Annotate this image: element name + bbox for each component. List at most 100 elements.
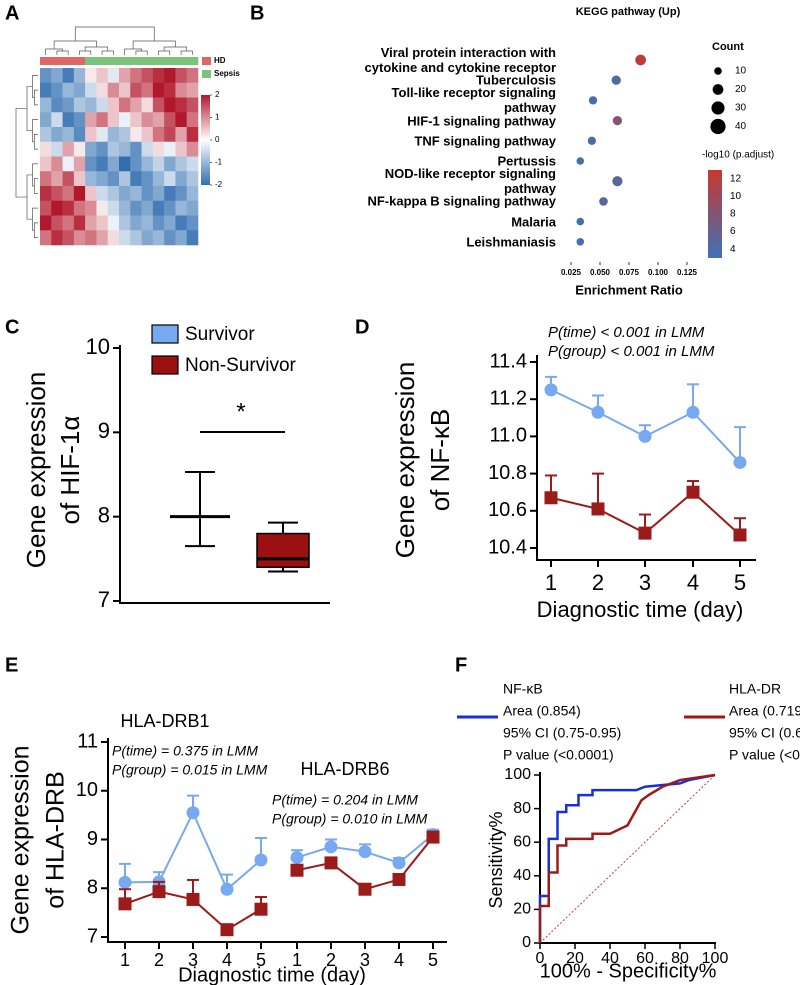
y-tick-label: 10.6 bbox=[488, 499, 527, 521]
heatmap-cell bbox=[164, 97, 176, 113]
x-tick-label: 60 bbox=[636, 950, 654, 967]
heatmap-cell bbox=[51, 68, 63, 84]
y-axis-title: of HLA-DRB bbox=[42, 771, 70, 909]
color-legend-title: -log10 (p.adjust) bbox=[702, 150, 774, 161]
category-label: NOD-like receptor signaling pathway bbox=[384, 166, 556, 197]
heatmap-cell bbox=[186, 127, 199, 143]
dendrogram bbox=[32, 163, 38, 187]
heatmap-cell bbox=[51, 171, 63, 187]
colorbar-label: 0 bbox=[215, 135, 220, 144]
heatmap-cell bbox=[51, 82, 63, 98]
heatmap-cell bbox=[175, 200, 188, 216]
x-axis-title: Enrichment Ratio bbox=[575, 282, 683, 297]
heatmap-cell bbox=[119, 215, 131, 231]
marker bbox=[392, 856, 406, 870]
heatmap-cell bbox=[119, 230, 131, 246]
heatmap-cell bbox=[96, 215, 109, 231]
heatmap-cell bbox=[62, 97, 75, 113]
heatmap-cell bbox=[51, 186, 63, 202]
heatmap-cell bbox=[73, 215, 86, 231]
heatmap-cell bbox=[164, 156, 176, 172]
heatmap-cell bbox=[107, 200, 120, 216]
x-tick-label: 2 bbox=[326, 950, 336, 970]
legend-label: NF-κB bbox=[503, 681, 543, 697]
x-tick-label: 4 bbox=[394, 950, 404, 970]
heatmap-cell bbox=[62, 186, 75, 202]
dendrogram bbox=[15, 108, 27, 198]
heatmap-cell bbox=[119, 97, 131, 113]
heatmap-cell bbox=[107, 156, 120, 172]
heatmap-cell bbox=[85, 156, 97, 172]
x-tick-label: 5 bbox=[428, 950, 438, 970]
heatmap-cell bbox=[62, 200, 75, 216]
heatmap-cell bbox=[175, 156, 188, 172]
heatmap-cell bbox=[73, 186, 86, 202]
heatmap-cell bbox=[152, 97, 165, 113]
x-tick-label: 2 bbox=[592, 570, 604, 595]
category-label: HIF-1 signaling pathway bbox=[407, 113, 556, 129]
heatmap-cell bbox=[141, 127, 154, 143]
heatmap-cell bbox=[73, 200, 86, 216]
heatmap-cell bbox=[62, 171, 75, 187]
heatmap-cell bbox=[51, 215, 63, 231]
y-tick-label: 11 bbox=[77, 730, 98, 752]
colorbar-label: 1 bbox=[215, 113, 220, 122]
heatmap-cell bbox=[96, 156, 109, 172]
heatmap-cell bbox=[130, 171, 142, 187]
heatmap-cell bbox=[141, 156, 154, 172]
colorbar-label: 6 bbox=[730, 226, 736, 237]
heatmap-cell bbox=[51, 230, 63, 246]
legend-label: Sepsis bbox=[214, 69, 240, 78]
marker bbox=[591, 502, 605, 516]
heatmap-cell bbox=[130, 82, 142, 98]
dendrogram bbox=[45, 48, 63, 55]
legend-swatch bbox=[202, 57, 211, 65]
x-axis-title: Diagnostic time (day) bbox=[537, 597, 744, 622]
colorbar-label: 8 bbox=[730, 209, 736, 220]
heatmap-cell bbox=[164, 171, 176, 187]
x-tick-label: 3 bbox=[639, 570, 651, 595]
heatmap-cell bbox=[62, 215, 75, 231]
annotation: P(group) = 0.010 in LMM bbox=[272, 811, 428, 827]
heatmap-cell bbox=[164, 68, 176, 84]
heatmap-cell bbox=[107, 186, 120, 202]
panel-label: D bbox=[355, 316, 369, 338]
heatmap-cell bbox=[186, 82, 199, 98]
heatmap-cell bbox=[73, 171, 86, 187]
marker bbox=[186, 806, 200, 820]
heatmap-cell bbox=[186, 156, 199, 172]
heatmap-cell bbox=[107, 68, 120, 84]
heatmap-cell bbox=[96, 127, 109, 143]
heatmap-cell bbox=[107, 127, 120, 143]
significance-label: * bbox=[236, 398, 245, 425]
heatmap-cell bbox=[186, 141, 199, 157]
panel-label: A bbox=[5, 2, 19, 24]
x-tick-label: 20 bbox=[566, 950, 584, 967]
size-legend-dot bbox=[712, 84, 724, 95]
dendrogram bbox=[132, 40, 176, 49]
heatmap-cell bbox=[40, 97, 52, 113]
heatmap-cell bbox=[40, 171, 52, 187]
dendrogram bbox=[33, 134, 38, 150]
heatmap-cell bbox=[73, 156, 86, 172]
heatmap-cell bbox=[40, 186, 52, 202]
size-legend-label: 10 bbox=[735, 66, 747, 77]
heatmap-cell bbox=[40, 82, 52, 98]
dendrogram bbox=[135, 50, 148, 55]
annotation: P(group) < 0.001 in LMM bbox=[548, 343, 715, 360]
heatmap-cell bbox=[164, 230, 176, 246]
heatmap-cell bbox=[164, 112, 176, 128]
y-tick-label: 60 bbox=[513, 833, 531, 850]
category-label: Toll-like receptor signaling pathway bbox=[391, 85, 556, 116]
reference-line bbox=[539, 774, 716, 944]
heatmap-cell bbox=[119, 156, 131, 172]
heatmap-cell bbox=[40, 215, 52, 231]
heatmap-cell bbox=[96, 82, 109, 98]
marker bbox=[324, 840, 338, 854]
colorbar-label: 4 bbox=[730, 244, 736, 255]
heatmap-cell bbox=[85, 141, 97, 157]
group-bar bbox=[62, 57, 75, 65]
heatmap-cell bbox=[175, 186, 188, 202]
heatmap-cell bbox=[130, 230, 142, 246]
y-axis-title: Gene expression bbox=[7, 745, 35, 934]
